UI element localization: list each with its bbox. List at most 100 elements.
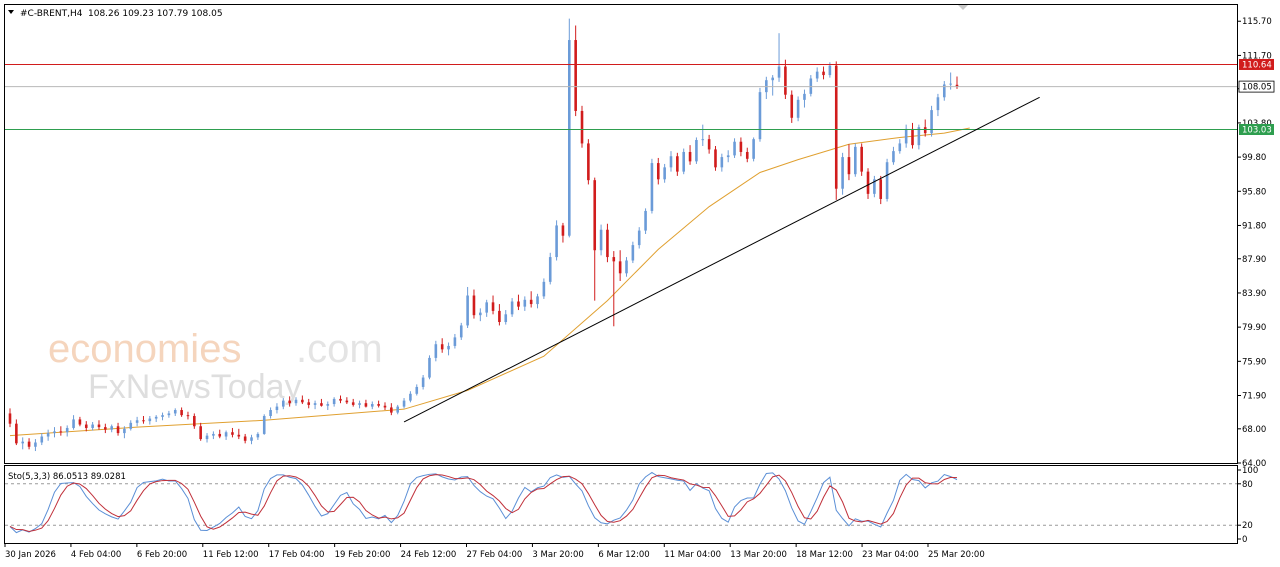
candle-body xyxy=(154,416,158,419)
price-tick-label: 87.90 xyxy=(1242,255,1266,265)
candle-body xyxy=(847,157,851,175)
candle-body xyxy=(148,418,152,422)
bull-candle xyxy=(396,404,399,415)
candle-body xyxy=(701,139,705,141)
bear-candle xyxy=(364,399,368,408)
price-tick-label: 95.80 xyxy=(1242,187,1266,197)
bear-candle xyxy=(142,416,145,424)
bull-candle xyxy=(40,433,44,446)
candle-body xyxy=(733,141,736,156)
candle-body xyxy=(777,66,781,78)
bull-candle xyxy=(548,252,552,285)
time-tick-label: 19 Feb 20:00 xyxy=(335,550,391,560)
support-label: 103.03 xyxy=(1242,125,1272,135)
time-tick-label: 11 Feb 12:00 xyxy=(203,550,259,560)
bear-candle xyxy=(116,422,120,436)
bull-candle xyxy=(809,75,813,97)
watermark-brand-c: FxNewsToday xyxy=(88,368,302,406)
candle-body xyxy=(930,110,933,134)
bull-candle xyxy=(72,415,75,430)
candle-body xyxy=(243,436,247,441)
candle-body xyxy=(281,400,285,407)
candle-body xyxy=(536,296,539,305)
candle-body xyxy=(351,402,355,405)
symbol-label: #C-BRENT,H4 xyxy=(20,9,83,19)
symbol-dropdown-icon[interactable] xyxy=(8,10,14,14)
bull-candle xyxy=(803,89,806,108)
bull-candle xyxy=(459,322,463,340)
bear-candle xyxy=(351,398,355,407)
support-label-box xyxy=(1239,123,1274,135)
candle-body xyxy=(523,299,527,307)
candle-body xyxy=(815,71,819,79)
bear-candle xyxy=(8,408,12,428)
candle-body xyxy=(854,146,857,175)
bear-candle xyxy=(27,438,31,450)
candle-body xyxy=(390,407,393,413)
bull-candle xyxy=(854,143,857,177)
candle-body xyxy=(332,398,336,405)
bear-candle xyxy=(345,397,349,405)
candle-body xyxy=(739,141,743,152)
candle-body xyxy=(53,431,56,434)
candle-body xyxy=(510,301,514,315)
candle-body xyxy=(173,410,177,414)
stochastic-label: Sto(5,3,3) 86.0513 89.0281 xyxy=(8,472,126,482)
candle-body xyxy=(415,386,419,394)
candle-body xyxy=(517,301,520,307)
bear-candle xyxy=(78,416,82,427)
candle-body xyxy=(180,410,183,416)
candle-body xyxy=(593,180,597,251)
bear-candle xyxy=(288,396,291,407)
bull-candle xyxy=(256,432,260,440)
bull-candle xyxy=(644,208,647,234)
bull-candle xyxy=(726,150,730,163)
candle-body xyxy=(771,77,774,81)
stoch-panel-frame xyxy=(4,465,1238,544)
bull-candle xyxy=(936,93,940,117)
bull-candle xyxy=(466,286,469,328)
candle-body xyxy=(688,151,692,162)
bear-candle xyxy=(784,59,787,99)
bear-candle xyxy=(580,105,584,148)
candle-body xyxy=(587,143,590,181)
candle-body xyxy=(745,151,749,159)
bull-candle xyxy=(873,175,876,198)
candle-body xyxy=(504,314,508,323)
candle-body xyxy=(421,377,425,387)
bull-candle xyxy=(313,400,317,410)
levels-layer xyxy=(5,63,1237,423)
candle-body xyxy=(676,156,679,172)
candle-body xyxy=(663,167,666,180)
bull-candle xyxy=(752,137,755,162)
candle-body xyxy=(364,403,368,407)
ohlc-readout: 108.26 109.23 107.79 108.05 xyxy=(88,9,223,19)
candle-body xyxy=(72,419,75,428)
candle-body xyxy=(110,426,113,430)
candle-body xyxy=(78,419,82,425)
bear-candle xyxy=(59,426,63,436)
bear-candle xyxy=(739,137,743,157)
candle-body xyxy=(402,400,406,407)
time-tick-label: 18 Mar 12:00 xyxy=(796,550,853,560)
time-tick-label: 11 Mar 04:00 xyxy=(664,550,721,560)
candle-body xyxy=(84,424,88,428)
candle-body xyxy=(104,427,107,430)
candle-body xyxy=(313,403,317,405)
bear-candle xyxy=(676,152,679,176)
bull-candle xyxy=(904,124,908,148)
watermark-brand-a: economies xyxy=(48,327,241,371)
candle-body xyxy=(434,344,438,358)
shift-marker-icon[interactable] xyxy=(958,5,968,10)
candle-body xyxy=(345,400,349,403)
bull-candle xyxy=(205,433,209,443)
candle-body xyxy=(606,229,609,258)
candle-body xyxy=(498,310,501,323)
bull-candle xyxy=(555,220,558,261)
bull-candle xyxy=(542,278,546,299)
bull-candle xyxy=(269,407,272,419)
candle-body xyxy=(580,110,584,144)
bear-candle xyxy=(498,304,501,326)
stoch-tick-label: 100 xyxy=(1242,466,1258,476)
bear-candle xyxy=(237,428,241,440)
